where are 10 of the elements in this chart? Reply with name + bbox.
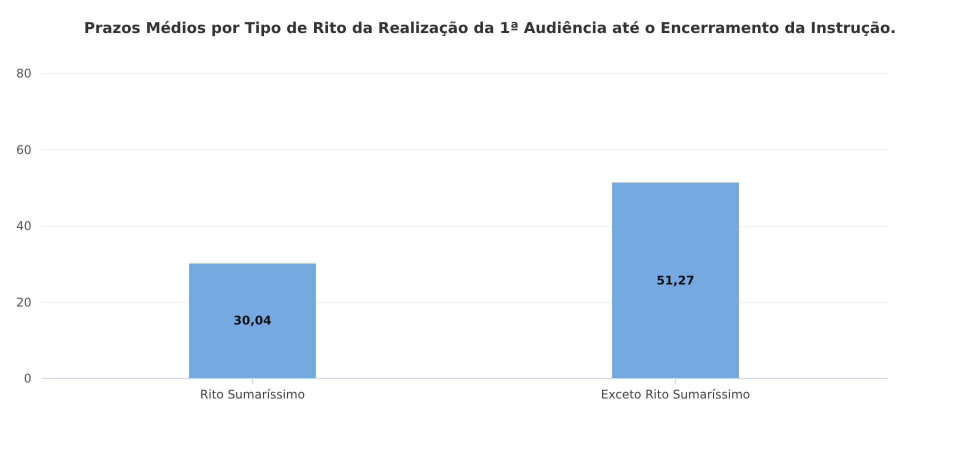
data-label: 30,04 [234, 314, 272, 328]
x-tick-label: Exceto Rito Sumaríssimo [600, 388, 750, 402]
y-tick-label: 20 [16, 295, 32, 310]
y-tick-label: 60 [16, 142, 32, 157]
data-label: 51,27 [656, 273, 694, 288]
x-tick-label: Rito Sumaríssimo [200, 388, 305, 402]
y-tick-label: 0 [24, 372, 32, 386]
y-tick-label: 80 [16, 66, 32, 80]
y-tick-label: 40 [16, 219, 32, 233]
chart-title: Prazos Médios por Tipo de Rito da Realização da 1ª Audiência até o Encerramento da Instrução. [83, 18, 897, 39]
